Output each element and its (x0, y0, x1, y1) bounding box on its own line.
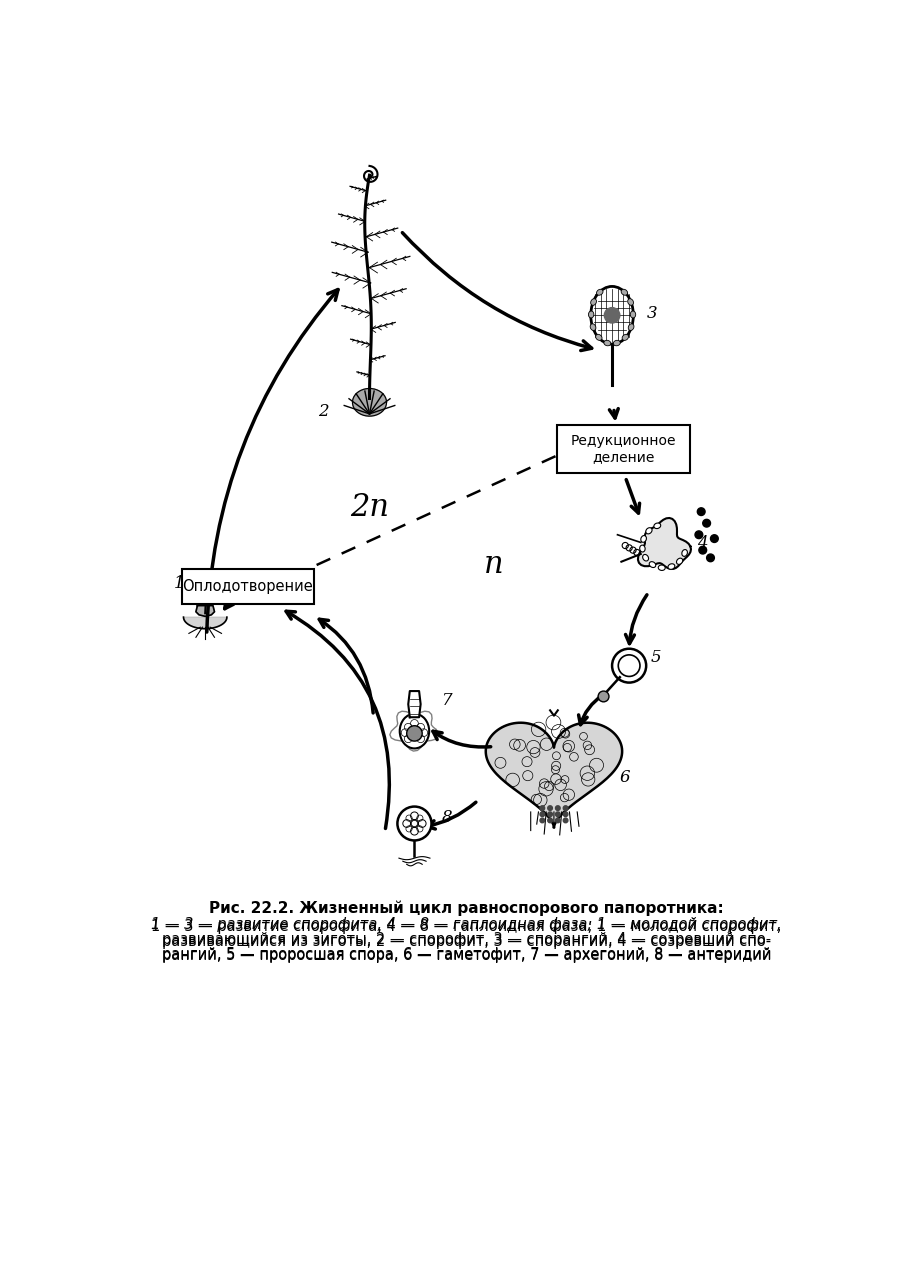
Text: развивающийся из зиготы, 2 — спорофит, 3 — спорангий, 4 — созревший спо-: развивающийся из зиготы, 2 — спорофит, 3… (162, 933, 771, 948)
Circle shape (407, 726, 422, 741)
Circle shape (540, 806, 545, 810)
Polygon shape (409, 691, 420, 717)
Text: 1 — 3 — развитие спорофита, 4 — 8 — гаплоидная фаза; 1 — молодой спорофит,: 1 — 3 — развитие спорофита, 4 — 8 — гапл… (151, 918, 782, 932)
Circle shape (563, 806, 568, 810)
Bar (182, 570, 314, 604)
Ellipse shape (668, 563, 675, 570)
Ellipse shape (622, 289, 628, 296)
Text: Рис. 22.2. Жизненный цикл равноспорового папоротника:: Рис. 22.2. Жизненный цикл равноспорового… (209, 901, 723, 916)
Circle shape (563, 812, 568, 817)
Ellipse shape (646, 527, 652, 534)
Circle shape (555, 806, 561, 810)
Text: 3: 3 (647, 305, 658, 323)
Ellipse shape (642, 554, 649, 561)
Polygon shape (486, 723, 622, 827)
Circle shape (563, 818, 568, 823)
Circle shape (548, 812, 552, 817)
Ellipse shape (641, 535, 646, 543)
Ellipse shape (631, 311, 636, 317)
Circle shape (711, 535, 718, 543)
Text: рангий, 5 — проросшая спора, 6 — гаметофит, 7 — архегоний, 8 — антеридий: рангий, 5 — проросшая спора, 6 — гаметоф… (162, 948, 771, 964)
Ellipse shape (649, 562, 656, 567)
Text: 5: 5 (651, 649, 662, 667)
Ellipse shape (640, 545, 645, 552)
Ellipse shape (591, 287, 633, 344)
Circle shape (697, 508, 705, 516)
Circle shape (707, 554, 714, 562)
Circle shape (540, 818, 545, 823)
Circle shape (555, 812, 561, 817)
Ellipse shape (596, 334, 602, 340)
Circle shape (548, 806, 552, 810)
Text: развивающийся из зиготы, 2 — спорофит, 3 — спорангий, 4 — созревший спо-: развивающийся из зиготы, 2 — спорофит, 3… (162, 932, 771, 947)
Text: рангий, 5 — проросшая спора, 6 — гаметофит, 7 — архегоний, 8 — антеридий: рангий, 5 — проросшая спора, 6 — гаметоф… (162, 947, 771, 961)
Ellipse shape (676, 558, 682, 564)
Text: 2n: 2n (350, 492, 389, 522)
Text: 8: 8 (441, 809, 452, 826)
Text: 6: 6 (620, 769, 631, 786)
Circle shape (695, 531, 703, 539)
Text: 1: 1 (175, 575, 185, 591)
Bar (557, 425, 691, 474)
Ellipse shape (682, 549, 687, 557)
Ellipse shape (604, 340, 611, 346)
Circle shape (548, 818, 552, 823)
Circle shape (540, 812, 545, 817)
Polygon shape (638, 518, 691, 570)
Text: Редукционное
деление: Редукционное деление (571, 434, 676, 465)
Text: 2: 2 (318, 403, 329, 420)
Text: 1 — 3 — развитие спорофита, 4 — 8 — гаплоидная фаза; 1 — молодой спорофит,: 1 — 3 — развитие спорофита, 4 — 8 — гапл… (151, 919, 782, 934)
Text: n: n (484, 549, 503, 580)
Circle shape (699, 547, 707, 554)
Ellipse shape (591, 298, 596, 306)
Polygon shape (352, 388, 387, 416)
Text: 4: 4 (697, 535, 708, 553)
Ellipse shape (591, 324, 596, 330)
Circle shape (703, 520, 711, 527)
Polygon shape (184, 617, 227, 628)
Ellipse shape (613, 340, 621, 346)
Polygon shape (196, 605, 215, 617)
Circle shape (598, 691, 609, 701)
Circle shape (604, 307, 620, 323)
Circle shape (555, 818, 561, 823)
Ellipse shape (597, 289, 603, 296)
Ellipse shape (399, 714, 430, 749)
Ellipse shape (622, 334, 629, 340)
Ellipse shape (658, 564, 665, 571)
Ellipse shape (628, 324, 634, 330)
Ellipse shape (628, 298, 633, 306)
Ellipse shape (654, 524, 661, 529)
Circle shape (398, 806, 431, 841)
Text: Оплодотворение: Оплодотворение (182, 580, 313, 594)
Text: 7: 7 (441, 691, 452, 709)
Ellipse shape (589, 311, 594, 317)
